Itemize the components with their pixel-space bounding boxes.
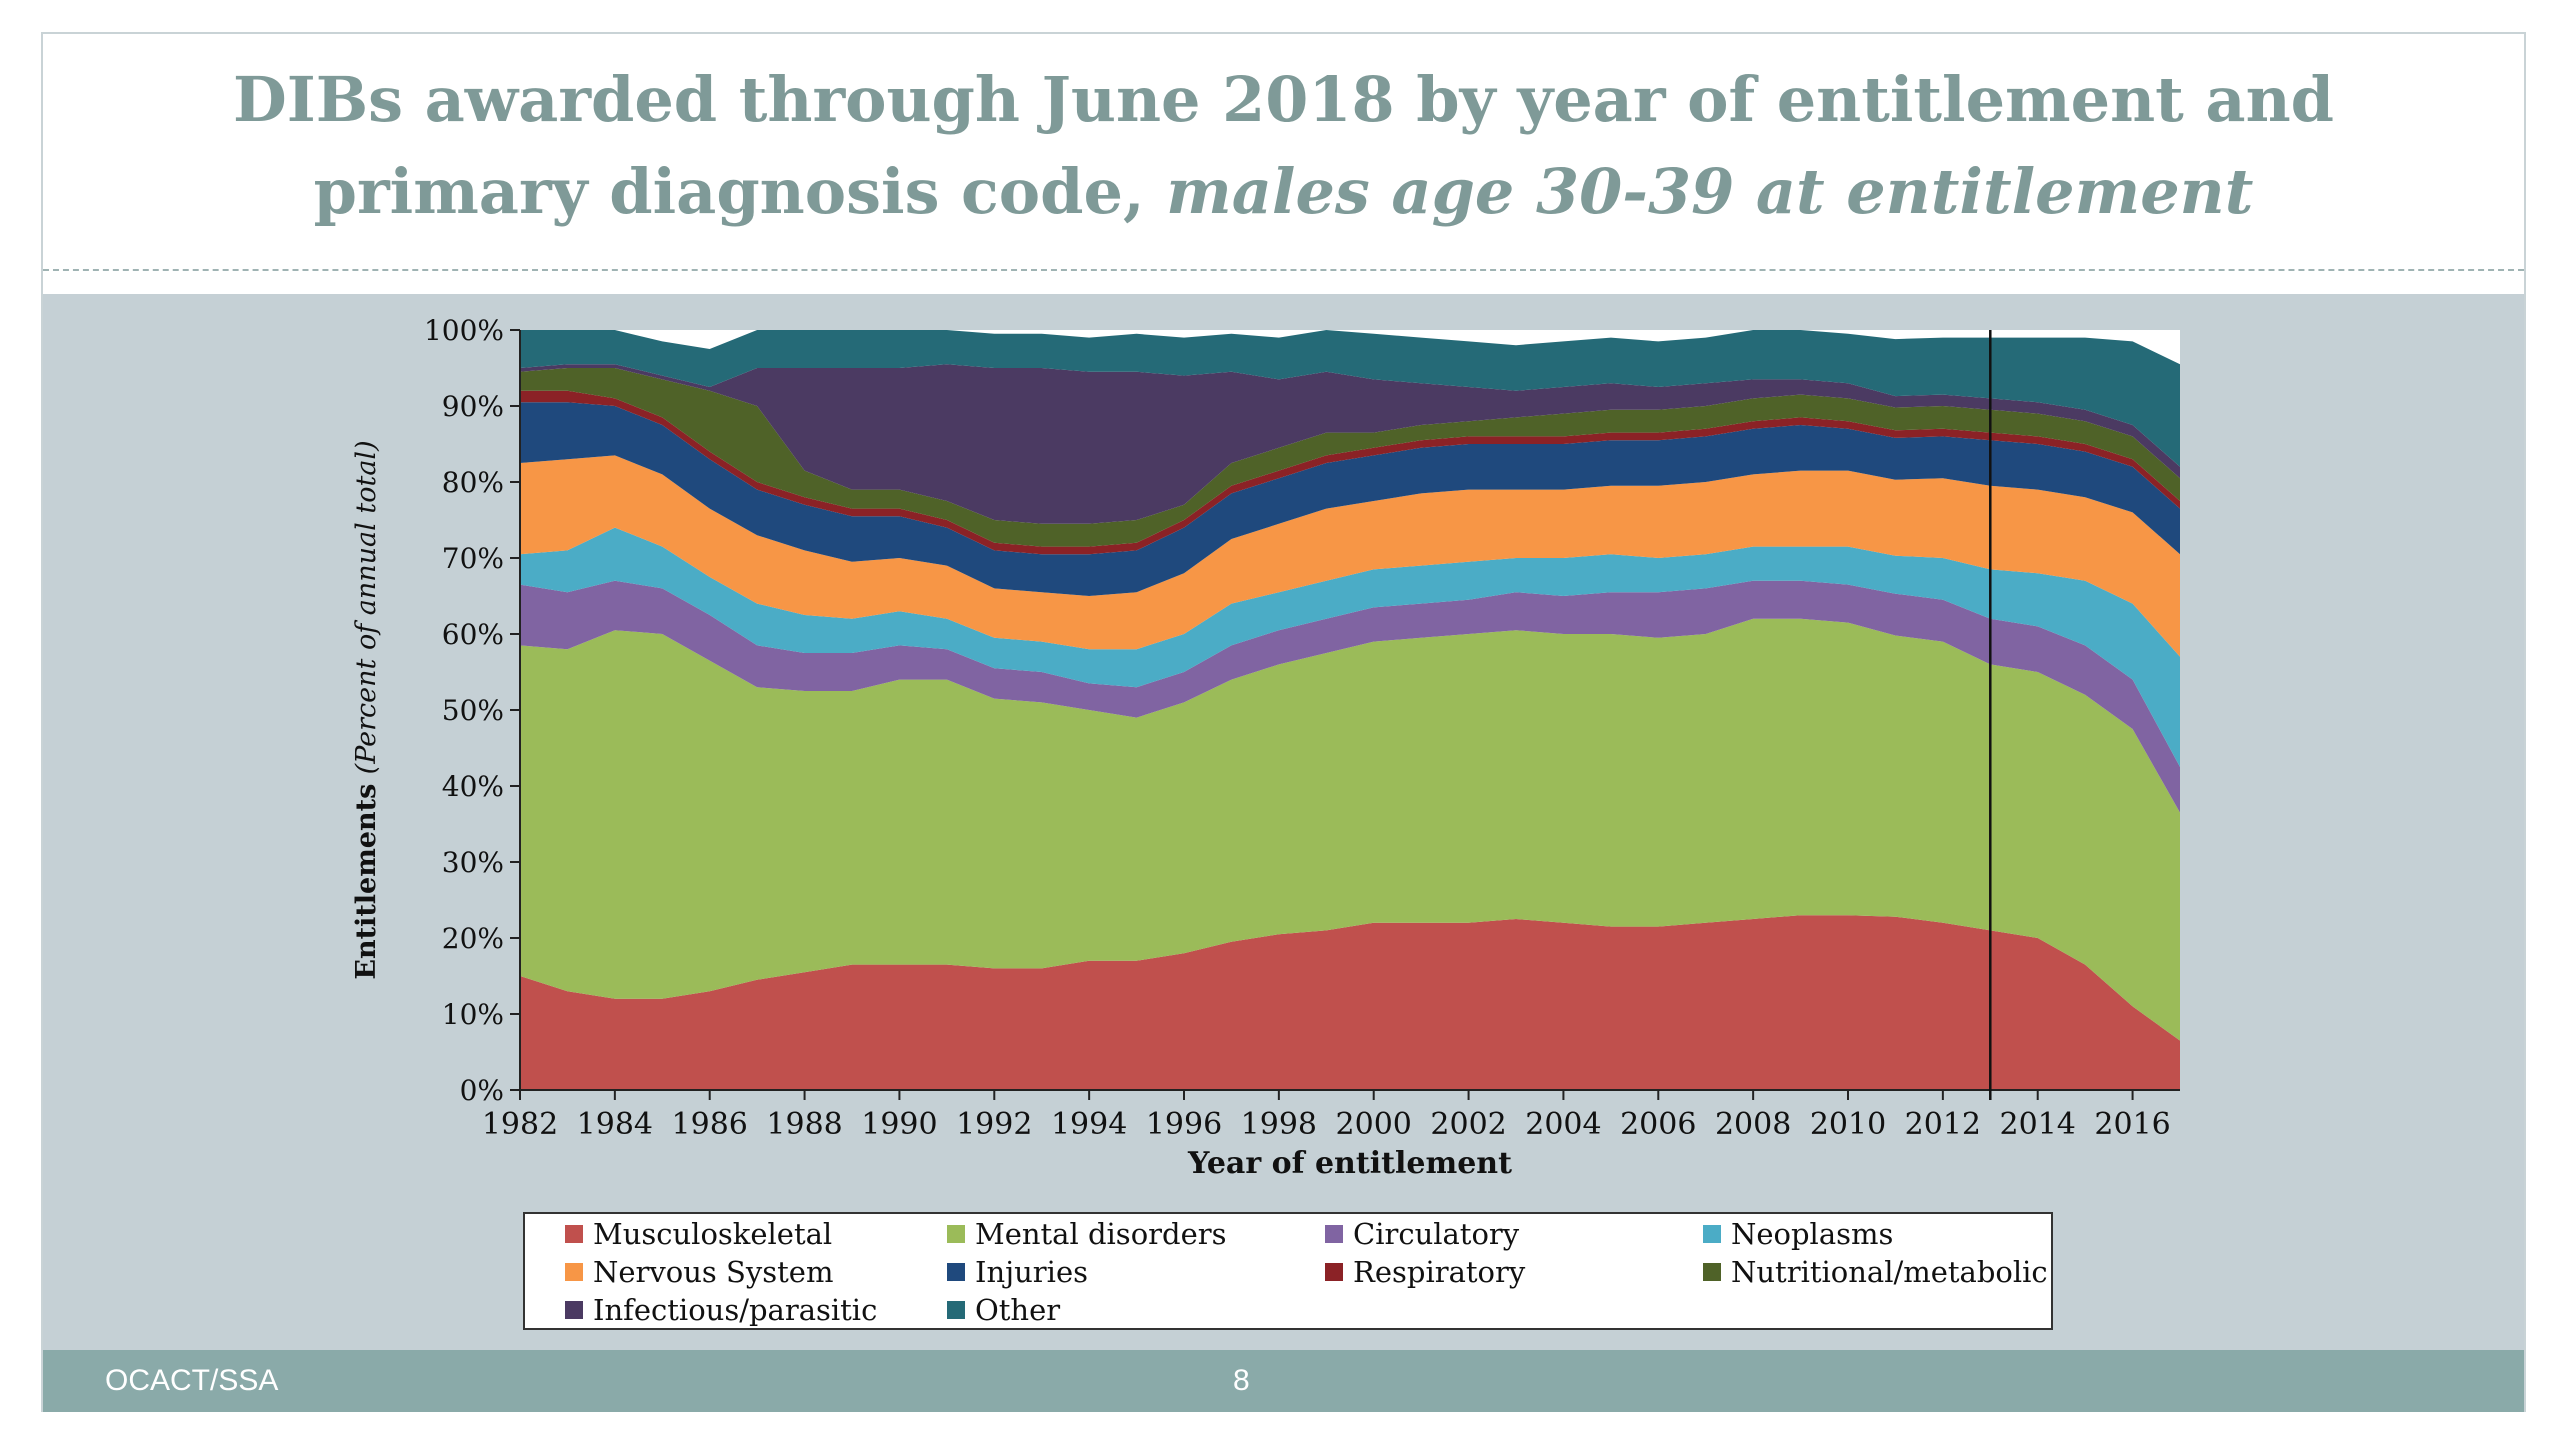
footer-band: OCACT/SSA 8 [43, 1350, 2524, 1412]
x-tick-label: 1982 [482, 1107, 558, 1142]
y-tick-label: 0% [460, 1074, 504, 1107]
legend-item: Mental disorders [947, 1216, 1226, 1252]
legend-item: Nutritional/metabolic [1703, 1254, 2048, 1290]
chart-legend: Musculoskeletal Mental disorders Circulato… [523, 1212, 2053, 1330]
legend-item: Injuries [947, 1254, 1088, 1290]
legend-item: Other [947, 1292, 1060, 1328]
area-series-circulatory [520, 580, 2180, 813]
legend-swatch [1325, 1225, 1343, 1243]
x-tick-label: 1986 [672, 1107, 748, 1142]
legend-swatch [565, 1225, 583, 1243]
x-tick-label: 2002 [1430, 1107, 1506, 1142]
title-line-2-plain: primary diagnosis code, [313, 155, 1145, 228]
title-divider [43, 269, 2524, 271]
legend-label: Nervous System [593, 1255, 834, 1289]
legend-label: Nutritional/metabolic [1731, 1255, 2048, 1289]
title-box: DIBs awarded through June 2018 by year o… [43, 34, 2524, 269]
y-tick-label: 60% [442, 618, 504, 651]
y-tick-label: 80% [442, 466, 504, 499]
x-tick-label: 2006 [1620, 1107, 1696, 1142]
legend-swatch [947, 1225, 965, 1243]
area-series-infectious-parasitic [520, 364, 2180, 524]
area-series-other [520, 330, 2180, 467]
x-tick-label: 2014 [2000, 1107, 2076, 1142]
x-tick-label: 1988 [766, 1107, 842, 1142]
legend-item: Respiratory [1325, 1254, 1525, 1290]
y-tick-label: 50% [442, 694, 504, 727]
y-tick-label: 10% [442, 998, 504, 1031]
x-tick-label: 2010 [1810, 1107, 1886, 1142]
legend-item: Musculoskeletal [565, 1216, 832, 1252]
y-tick-label: 20% [442, 922, 504, 955]
x-tick-label: 1984 [577, 1107, 653, 1142]
y-axis-title-bold: Entitlements [351, 774, 382, 979]
legend-label: Infectious/parasitic [593, 1293, 878, 1327]
legend-label: Circulatory [1353, 1217, 1520, 1251]
legend-swatch [1703, 1225, 1721, 1243]
x-tick-label: 2012 [1905, 1107, 1981, 1142]
legend-label: Injuries [975, 1255, 1088, 1289]
legend-swatch [1703, 1263, 1721, 1281]
page-number: 8 [1233, 1364, 1250, 1397]
y-tick-label: 70% [442, 542, 504, 575]
legend-label: Neoplasms [1731, 1217, 1894, 1251]
footer-source: OCACT/SSA [105, 1364, 279, 1397]
legend-item: Neoplasms [1703, 1216, 1893, 1252]
area-series-nervous-system [520, 455, 2180, 657]
y-tick-label: 40% [442, 770, 504, 803]
legend-swatch [947, 1301, 965, 1319]
legend-item: Circulatory [1325, 1216, 1519, 1252]
x-tick-label: 1992 [956, 1107, 1032, 1142]
x-tick-label: 1994 [1051, 1107, 1127, 1142]
y-tick-label: 30% [442, 846, 504, 879]
area-series-neoplasms [520, 527, 2180, 767]
y-axis-title-italic: (Percent of annual total) [351, 440, 382, 774]
x-tick-label: 2016 [2094, 1107, 2170, 1142]
slide-title: DIBs awarded through June 2018 by year o… [43, 54, 2524, 238]
legend-swatch [565, 1263, 583, 1281]
area-series-musculoskeletal [520, 915, 2180, 1090]
legend-item: Infectious/parasitic [565, 1292, 877, 1328]
area-series-nutritional-metabolic [520, 368, 2180, 547]
y-tick-label: 90% [442, 390, 504, 423]
legend-label: Musculoskeletal [593, 1217, 833, 1251]
x-tick-label: 2004 [1525, 1107, 1601, 1142]
legend-item: Nervous System [565, 1254, 833, 1290]
legend-swatch [1325, 1263, 1343, 1281]
title-line-2-emphasis: males age 30-39 at entitlement [1166, 155, 2254, 228]
area-series-injuries [520, 402, 2180, 596]
area-series-mental-disorders [520, 618, 2180, 1041]
x-tick-label: 2000 [1336, 1107, 1412, 1142]
x-tick-label: 1990 [861, 1107, 937, 1142]
x-tick-label: 2008 [1715, 1107, 1791, 1142]
x-tick-label: 1998 [1241, 1107, 1317, 1142]
legend-label: Other [975, 1293, 1061, 1327]
x-tick-label: 1996 [1146, 1107, 1222, 1142]
y-axis-title: Entitlements (Percent of annual total) [351, 440, 382, 979]
title-line-1: DIBs awarded through June 2018 by year o… [232, 63, 2335, 136]
legend-swatch [565, 1301, 583, 1319]
y-tick-label: 100% [424, 314, 504, 347]
legend-label: Respiratory [1353, 1255, 1526, 1289]
legend-label: Mental disorders [975, 1217, 1227, 1251]
legend-swatch [947, 1263, 965, 1281]
x-axis-title: Year of entitlement [1187, 1146, 1512, 1181]
